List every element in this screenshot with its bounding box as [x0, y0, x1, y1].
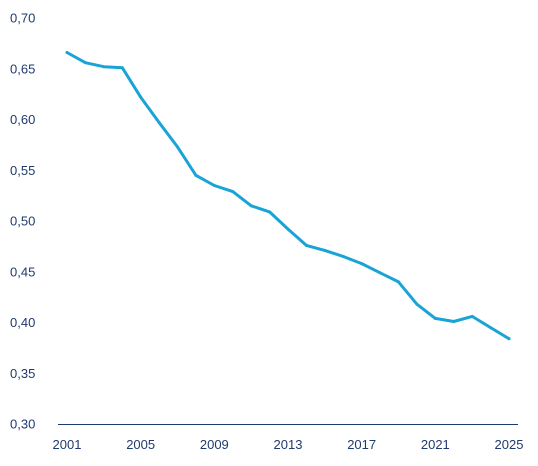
- data-point: [157, 121, 161, 125]
- x-tick-label: 2021: [421, 437, 450, 452]
- x-tick-label: 2017: [347, 437, 376, 452]
- x-tick-label: 2001: [53, 437, 82, 452]
- data-point: [120, 66, 124, 70]
- y-tick-label: 0,65: [10, 61, 35, 76]
- data-point: [415, 302, 419, 306]
- data-point: [268, 210, 272, 214]
- data-point: [397, 280, 400, 284]
- data-point: [323, 248, 327, 252]
- series-group: [65, 51, 511, 341]
- series-line: [65, 51, 511, 341]
- data-point: [378, 271, 382, 275]
- data-point: [286, 227, 290, 231]
- y-tick-label: 0,40: [10, 315, 35, 330]
- x-tick-label: 2025: [495, 437, 524, 452]
- y-tick-label: 0,60: [10, 112, 35, 127]
- y-tick-label: 0,30: [10, 417, 35, 432]
- y-tick-label: 0,45: [10, 264, 35, 279]
- data-point: [341, 255, 345, 259]
- data-point: [102, 65, 106, 69]
- data-point: [304, 243, 308, 247]
- data-point: [249, 204, 253, 208]
- data-point: [470, 314, 474, 318]
- data-point: [433, 316, 437, 320]
- y-tick-label: 0,35: [10, 366, 35, 381]
- y-tick-label: 0,55: [10, 163, 35, 178]
- data-point: [212, 183, 216, 187]
- data-point: [360, 262, 364, 266]
- data-point: [489, 326, 493, 330]
- data-point: [83, 61, 87, 65]
- data-point: [176, 145, 179, 149]
- x-tick-label: 2009: [200, 437, 229, 452]
- x-axis-ticks: 2001 2005 2009 2013 2017 2021 2025: [53, 437, 524, 452]
- y-tick-label: 0,50: [10, 214, 35, 229]
- x-tick-label: 2005: [126, 437, 155, 452]
- data-point: [139, 95, 143, 99]
- y-tick-label: 0,70: [10, 11, 35, 26]
- data-point: [507, 337, 511, 341]
- data-point: [452, 319, 456, 323]
- x-tick-label: 2013: [274, 437, 303, 452]
- y-axis-ticks: 0,30 0,35 0,40 0,45 0,50 0,55 0,60 0,65 0,70: [10, 11, 35, 432]
- data-point: [231, 190, 235, 194]
- data-point: [65, 51, 69, 55]
- data-point: [194, 173, 198, 177]
